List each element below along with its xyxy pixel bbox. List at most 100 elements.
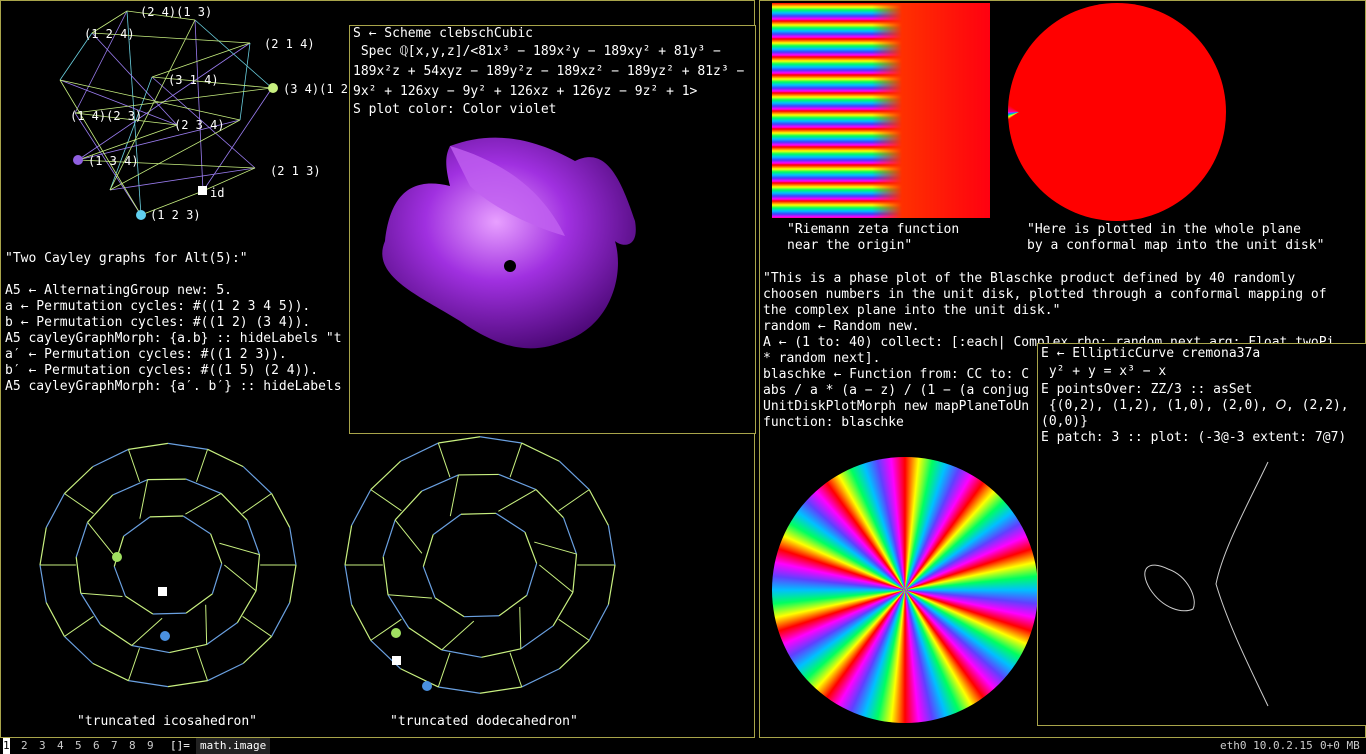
edge xyxy=(438,686,481,694)
network: eth0 10.0.2.15 xyxy=(1220,739,1313,752)
caption: near the origin" xyxy=(787,238,913,253)
elliptic-window: E ← EllipticCurve cremona37a y² + y = x³… xyxy=(1037,343,1366,726)
edge xyxy=(220,493,248,521)
edge xyxy=(151,76,256,169)
edge xyxy=(588,489,609,526)
edge xyxy=(434,597,465,618)
edge xyxy=(370,618,402,641)
edge xyxy=(149,515,184,518)
code-line: A5 cayleyGraphMorph: {a.b} :: hideLabels… xyxy=(5,331,342,346)
edge xyxy=(535,489,564,519)
edge xyxy=(126,10,142,216)
edge xyxy=(463,615,500,618)
code-line: "Two Cayley graphs for Alt(5):" xyxy=(5,251,248,266)
code-line: b ← Permutation cycles: #((1 2) (3 4)). xyxy=(5,315,311,330)
edge xyxy=(167,442,208,450)
workspace[interactable]: 2 xyxy=(21,739,28,752)
workspace[interactable]: 1 xyxy=(3,738,10,754)
edge xyxy=(519,606,522,649)
edge xyxy=(255,554,261,591)
edge xyxy=(242,493,272,514)
workspace[interactable]: 6 xyxy=(93,739,100,752)
edge xyxy=(92,448,129,468)
node xyxy=(422,681,432,691)
edge xyxy=(80,592,123,597)
edge xyxy=(207,448,244,468)
edge xyxy=(394,519,423,554)
curve xyxy=(1144,461,1269,707)
edge xyxy=(202,167,256,192)
code-line: a ← Permutation cycles: #((1 2 3 4 5)). xyxy=(5,299,311,314)
edge xyxy=(59,32,93,81)
edge xyxy=(185,478,222,495)
edge xyxy=(498,489,537,512)
node xyxy=(198,186,207,195)
code-line: b′ ← Permutation cycles: #((1 5) (2 4)). xyxy=(5,363,319,378)
edge xyxy=(271,493,291,528)
edge xyxy=(91,32,178,126)
edge xyxy=(74,10,128,114)
edge xyxy=(131,617,163,646)
edge xyxy=(87,494,114,523)
edge xyxy=(521,442,560,462)
workspace[interactable]: 7 xyxy=(111,739,118,752)
edge xyxy=(479,686,522,694)
code-line: the complex plane into the unit disk." xyxy=(763,303,1061,318)
edge xyxy=(113,566,126,597)
edge xyxy=(400,442,439,462)
code-line: 9x² + 126xy − 9y² + 126xz + 126yz − 9z² … xyxy=(353,84,698,99)
code-line: "This is a phase plot of the Blaschke pr… xyxy=(763,271,1296,286)
node xyxy=(160,631,170,641)
code-line: choosen numbers in the unit disk, plotte… xyxy=(763,287,1327,302)
edge xyxy=(460,512,497,515)
code-line: S ← Scheme clebschCubic xyxy=(353,26,534,41)
edge xyxy=(437,652,451,688)
edge xyxy=(39,527,47,566)
edge xyxy=(123,516,151,537)
workspace[interactable]: 9 xyxy=(147,739,154,752)
workspace[interactable]: 5 xyxy=(75,739,82,752)
edge xyxy=(59,79,241,121)
node-label: (3 4)(1 2) xyxy=(283,82,356,96)
edge xyxy=(458,473,499,476)
node xyxy=(73,155,83,165)
node-label: (1 2 4) xyxy=(84,27,135,41)
surface-fold xyxy=(450,146,565,236)
workspace[interactable]: 3 xyxy=(39,739,46,752)
edge xyxy=(408,627,443,651)
workspace[interactable]: 8 xyxy=(129,739,136,752)
window-title: math.image xyxy=(196,738,271,754)
node-label: (2 4)(1 3) xyxy=(140,5,213,19)
node-label: (3 1 4) xyxy=(168,73,219,87)
code-line: (0,0)} xyxy=(1041,414,1088,429)
edge xyxy=(45,493,65,528)
caption: "Riemann zeta function xyxy=(787,222,960,237)
code-line: y² + y = x³ − x xyxy=(1041,364,1167,379)
edge xyxy=(64,493,94,514)
zeta-plot xyxy=(772,3,990,218)
edge xyxy=(128,680,169,688)
node xyxy=(136,210,146,220)
edge xyxy=(289,564,297,603)
edge xyxy=(271,602,291,637)
edge xyxy=(558,460,590,491)
edge xyxy=(80,592,101,625)
edge xyxy=(75,557,82,594)
edge xyxy=(526,563,538,596)
edge xyxy=(151,76,273,89)
edge xyxy=(127,449,140,482)
edge xyxy=(351,489,372,526)
edge xyxy=(351,604,372,641)
edge xyxy=(125,595,154,615)
code-line: function: blaschke xyxy=(763,415,904,430)
edge xyxy=(558,618,590,641)
workspace[interactable]: 4 xyxy=(57,739,64,752)
edge xyxy=(521,668,560,688)
code-line: A5 ← AlternatingGroup new: 5. xyxy=(5,283,232,298)
node-label: (1 4)(2 3) xyxy=(70,109,143,123)
conformal-disk xyxy=(1008,3,1226,221)
node-label: (2 1 3) xyxy=(270,164,321,178)
edge xyxy=(126,10,196,21)
code-line: random ← Random new. xyxy=(763,319,920,334)
